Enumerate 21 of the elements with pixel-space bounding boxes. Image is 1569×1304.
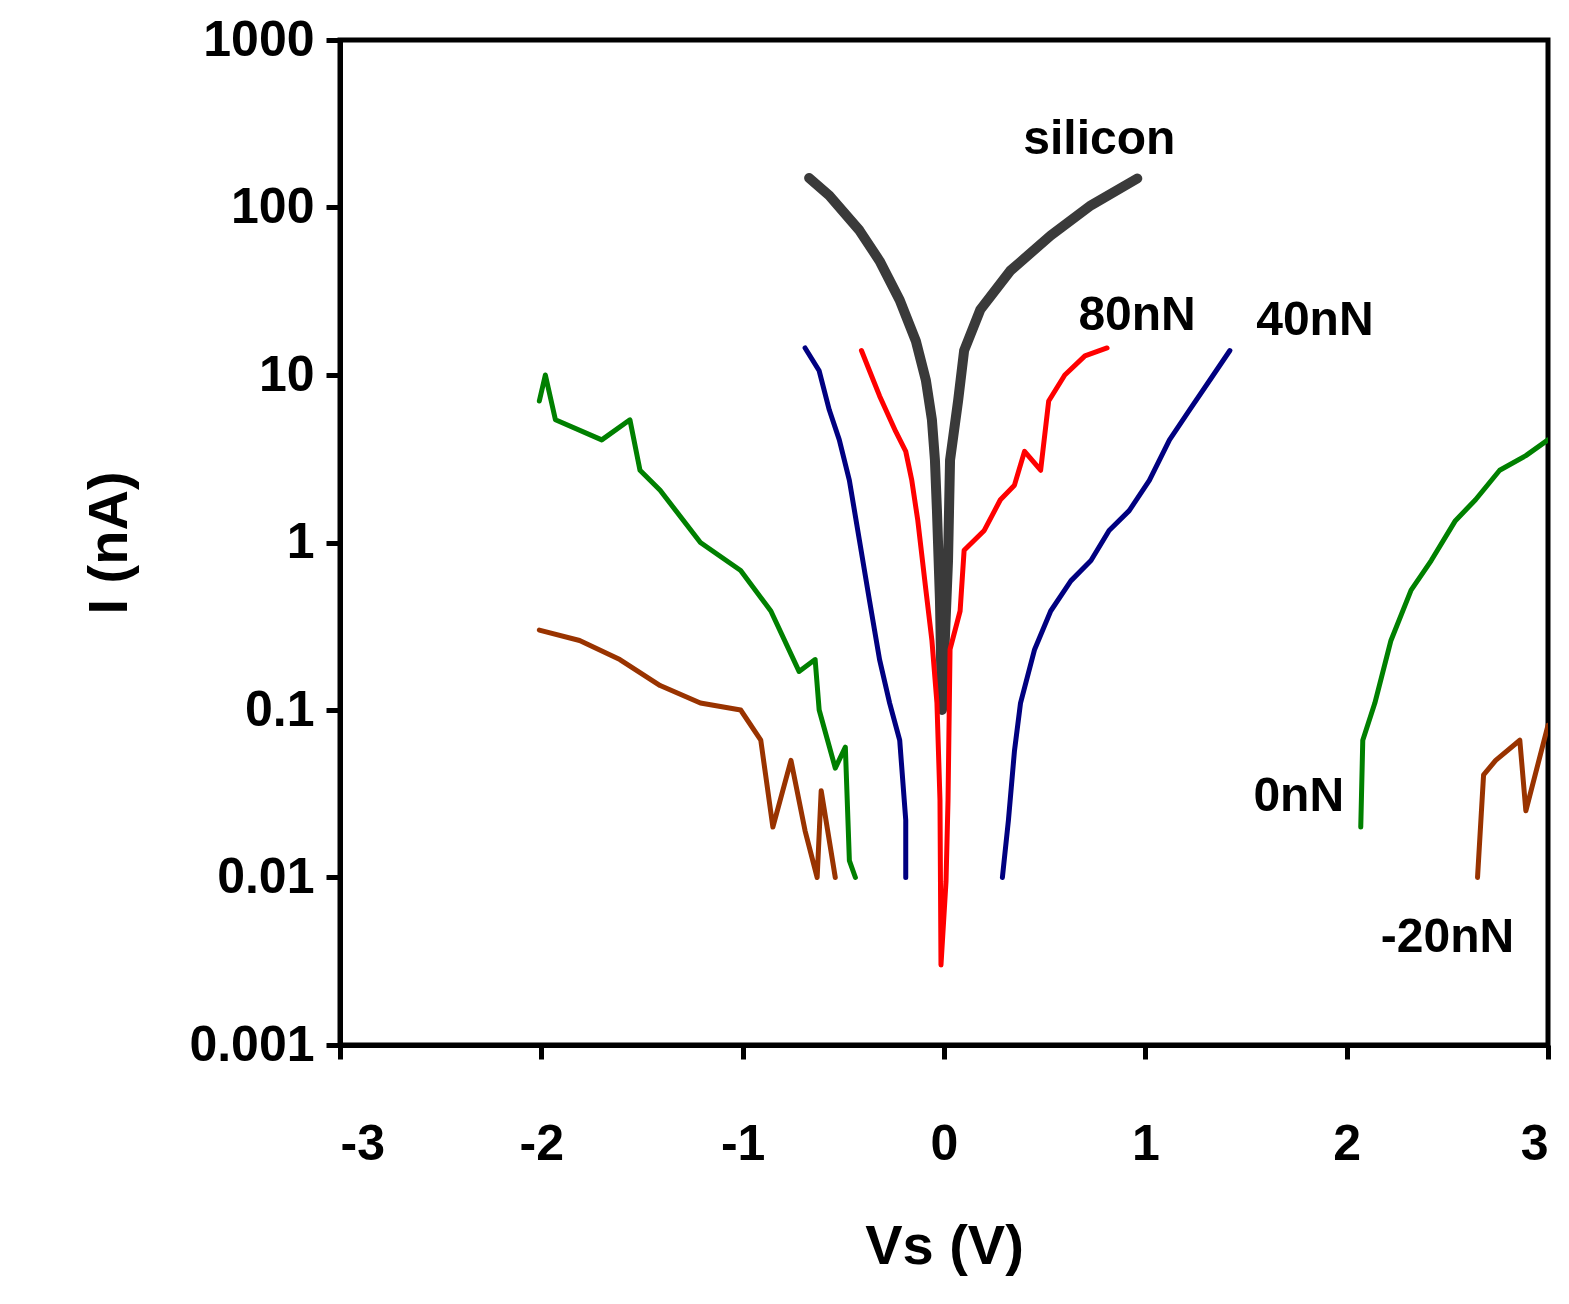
series-label: 80nN — [1078, 286, 1196, 340]
x-tick-label: 2 — [1333, 1114, 1362, 1171]
series-label: 40nN — [1256, 291, 1374, 345]
x-tick-label: -1 — [720, 1114, 766, 1171]
x-axis-title: Vs (V) — [865, 1212, 1024, 1276]
y-tick-label: 1000 — [203, 10, 315, 67]
y-tick-label: 10 — [258, 345, 315, 402]
x-tick-label: -3 — [340, 1114, 385, 1171]
y-tick-label: 1 — [286, 513, 315, 569]
x-tick-label: -2 — [519, 1114, 565, 1171]
y-tick-label: 100 — [231, 178, 315, 234]
x-tick-label: 0 — [930, 1114, 959, 1171]
y-tick-label: 0.1 — [244, 680, 315, 737]
y-axis-title: I (nA) — [76, 471, 140, 615]
series-label: 0nN — [1253, 768, 1345, 822]
series-label: silicon — [1023, 111, 1176, 165]
y-tick-label: 0.01 — [217, 848, 315, 904]
x-tick-label: 3 — [1520, 1114, 1549, 1171]
y-tick-label: 0.001 — [189, 1015, 315, 1072]
x-tick-label: 1 — [1131, 1114, 1160, 1171]
series-label: -20nN — [1380, 908, 1515, 962]
